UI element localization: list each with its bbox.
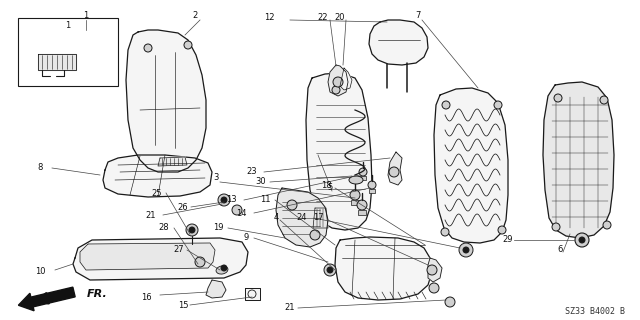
Polygon shape bbox=[158, 157, 187, 166]
Polygon shape bbox=[335, 237, 432, 300]
Text: 2: 2 bbox=[193, 12, 198, 20]
Text: 5: 5 bbox=[328, 182, 333, 191]
Text: 19: 19 bbox=[212, 223, 223, 233]
Text: 7: 7 bbox=[415, 12, 420, 20]
Polygon shape bbox=[126, 30, 206, 172]
Polygon shape bbox=[276, 188, 328, 247]
Circle shape bbox=[368, 181, 376, 189]
Text: 28: 28 bbox=[159, 223, 170, 233]
Text: 1: 1 bbox=[83, 12, 88, 20]
Circle shape bbox=[221, 197, 227, 203]
Text: 12: 12 bbox=[264, 12, 275, 21]
Text: 17: 17 bbox=[313, 213, 323, 222]
Circle shape bbox=[459, 243, 473, 257]
Polygon shape bbox=[103, 155, 212, 197]
Circle shape bbox=[600, 96, 608, 104]
Text: 27: 27 bbox=[173, 245, 184, 254]
Circle shape bbox=[232, 205, 242, 215]
Circle shape bbox=[218, 194, 230, 206]
Circle shape bbox=[463, 247, 469, 253]
Circle shape bbox=[429, 283, 439, 293]
Polygon shape bbox=[369, 20, 428, 65]
Circle shape bbox=[494, 101, 502, 109]
Circle shape bbox=[195, 257, 205, 267]
Circle shape bbox=[333, 77, 343, 87]
Text: 11: 11 bbox=[260, 196, 270, 204]
Polygon shape bbox=[313, 208, 328, 228]
Bar bbox=[351, 200, 359, 205]
Circle shape bbox=[359, 168, 367, 176]
Circle shape bbox=[186, 224, 198, 236]
Bar bbox=[358, 210, 366, 215]
Circle shape bbox=[287, 200, 297, 210]
Ellipse shape bbox=[216, 266, 228, 274]
Polygon shape bbox=[206, 280, 226, 298]
Polygon shape bbox=[328, 65, 348, 96]
Polygon shape bbox=[306, 73, 372, 230]
Bar bbox=[360, 176, 366, 180]
Circle shape bbox=[579, 237, 585, 243]
Text: FR.: FR. bbox=[87, 289, 108, 299]
Text: 14: 14 bbox=[236, 210, 246, 219]
Text: 23: 23 bbox=[246, 167, 257, 177]
Circle shape bbox=[441, 228, 449, 236]
Text: SZ33 B4002 B: SZ33 B4002 B bbox=[565, 308, 625, 316]
Text: 10: 10 bbox=[35, 268, 45, 276]
Text: 6: 6 bbox=[557, 245, 563, 254]
Polygon shape bbox=[245, 288, 260, 300]
Polygon shape bbox=[340, 68, 352, 90]
Text: 21: 21 bbox=[285, 303, 295, 313]
Circle shape bbox=[332, 86, 340, 94]
Text: 21: 21 bbox=[146, 211, 156, 220]
Circle shape bbox=[357, 200, 367, 210]
Circle shape bbox=[184, 41, 192, 49]
Polygon shape bbox=[428, 258, 442, 282]
Polygon shape bbox=[543, 82, 614, 238]
Circle shape bbox=[189, 227, 195, 233]
Circle shape bbox=[498, 226, 506, 234]
Circle shape bbox=[221, 265, 227, 271]
Text: 22: 22 bbox=[317, 12, 328, 21]
Text: 26: 26 bbox=[178, 203, 188, 212]
Polygon shape bbox=[388, 152, 402, 185]
Text: 30: 30 bbox=[256, 178, 266, 187]
FancyArrow shape bbox=[19, 287, 75, 311]
Text: 4: 4 bbox=[273, 213, 278, 222]
Circle shape bbox=[445, 297, 455, 307]
Bar bbox=[18, 18, 118, 86]
Circle shape bbox=[144, 44, 152, 52]
Text: 1: 1 bbox=[65, 21, 70, 30]
Circle shape bbox=[350, 190, 360, 200]
Text: 8: 8 bbox=[37, 164, 43, 172]
Circle shape bbox=[389, 167, 399, 177]
Polygon shape bbox=[38, 54, 76, 70]
Circle shape bbox=[603, 221, 611, 229]
Text: 25: 25 bbox=[152, 188, 163, 197]
Circle shape bbox=[324, 264, 336, 276]
Text: 9: 9 bbox=[243, 233, 248, 242]
Circle shape bbox=[327, 267, 333, 273]
Text: 24: 24 bbox=[297, 213, 307, 222]
Circle shape bbox=[427, 265, 437, 275]
Bar bbox=[369, 189, 375, 193]
Text: 18: 18 bbox=[321, 180, 332, 189]
Ellipse shape bbox=[349, 176, 363, 184]
Text: 20: 20 bbox=[335, 12, 345, 21]
Text: 13: 13 bbox=[226, 196, 236, 204]
Circle shape bbox=[442, 101, 450, 109]
Text: 15: 15 bbox=[178, 300, 188, 309]
Polygon shape bbox=[73, 238, 248, 280]
Text: 3: 3 bbox=[213, 173, 219, 182]
Text: 29: 29 bbox=[503, 236, 513, 244]
Circle shape bbox=[310, 230, 320, 240]
Polygon shape bbox=[80, 243, 215, 270]
Circle shape bbox=[552, 223, 560, 231]
Polygon shape bbox=[434, 88, 508, 243]
Text: 16: 16 bbox=[141, 292, 151, 301]
Circle shape bbox=[554, 94, 562, 102]
Circle shape bbox=[575, 233, 589, 247]
